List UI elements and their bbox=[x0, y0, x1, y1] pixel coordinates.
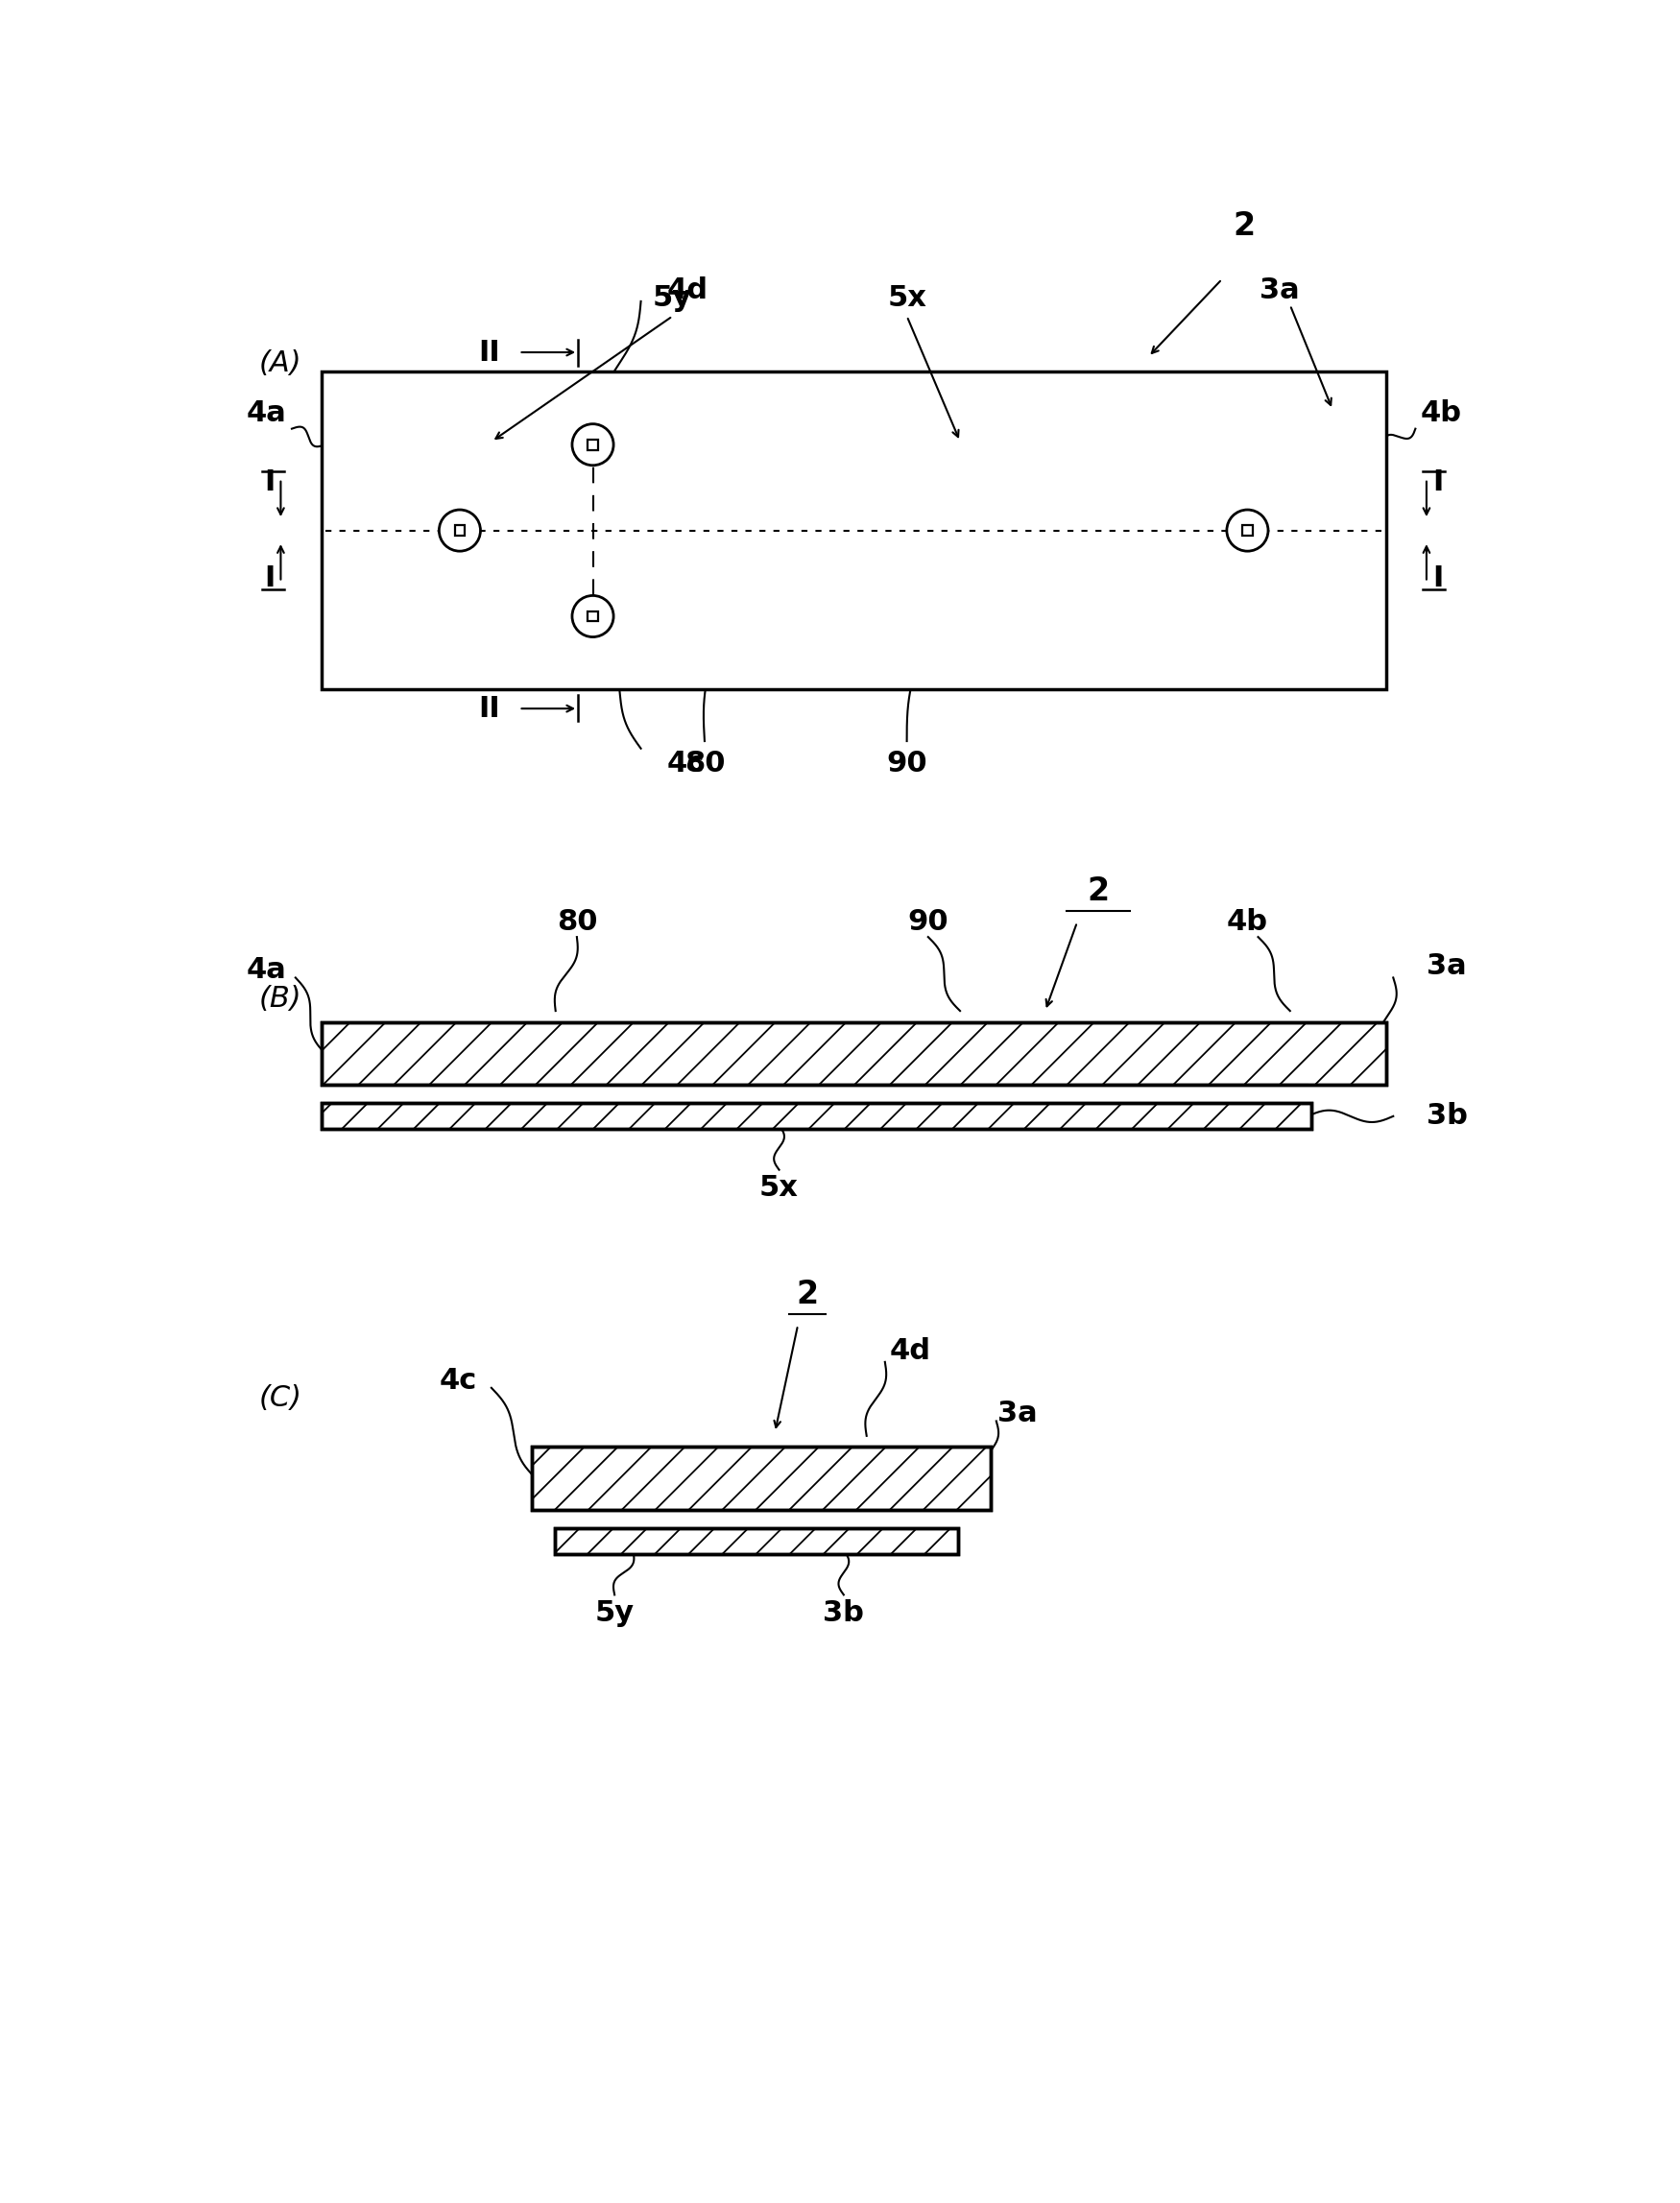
Text: 4b: 4b bbox=[1421, 399, 1462, 427]
Text: 80: 80 bbox=[684, 749, 726, 778]
Text: 5y: 5y bbox=[654, 284, 692, 311]
Text: 90: 90 bbox=[907, 908, 949, 936]
Text: 5x: 5x bbox=[759, 1174, 798, 1203]
Text: 4a: 4a bbox=[245, 956, 286, 985]
Text: 80: 80 bbox=[556, 908, 598, 936]
Text: 4c: 4c bbox=[438, 1366, 477, 1394]
Circle shape bbox=[438, 509, 480, 551]
Text: II: II bbox=[479, 339, 501, 366]
Text: 3a: 3a bbox=[998, 1399, 1038, 1428]
Text: 3b: 3b bbox=[823, 1599, 864, 1628]
Text: 4d: 4d bbox=[667, 275, 707, 304]
Bar bbox=[533, 1447, 991, 1509]
Bar bbox=[321, 1104, 1312, 1130]
Text: 3a: 3a bbox=[1426, 952, 1467, 980]
Text: 3a: 3a bbox=[1260, 275, 1299, 304]
Text: 4a: 4a bbox=[245, 399, 286, 427]
Bar bbox=[554, 1529, 958, 1553]
Circle shape bbox=[573, 595, 613, 637]
Text: (C): (C) bbox=[259, 1383, 302, 1412]
Bar bbox=[588, 610, 598, 621]
Text: I: I bbox=[264, 469, 276, 496]
Bar bbox=[321, 1022, 1386, 1084]
Bar bbox=[321, 1022, 1386, 1084]
Bar bbox=[588, 438, 598, 449]
Text: I: I bbox=[1431, 564, 1443, 593]
Bar bbox=[533, 1447, 991, 1509]
Text: II: II bbox=[479, 694, 501, 723]
Circle shape bbox=[1226, 509, 1268, 551]
Circle shape bbox=[573, 423, 613, 465]
Text: I: I bbox=[1431, 469, 1443, 496]
Text: 4c: 4c bbox=[667, 749, 704, 778]
Text: 2: 2 bbox=[796, 1278, 818, 1311]
Bar bbox=[321, 1104, 1312, 1130]
Bar bbox=[321, 372, 1386, 690]
Text: 5y: 5y bbox=[595, 1599, 635, 1628]
Text: I: I bbox=[264, 564, 276, 593]
Text: 90: 90 bbox=[887, 749, 927, 778]
Text: 4b: 4b bbox=[1226, 908, 1268, 936]
Text: 2: 2 bbox=[1087, 877, 1109, 908]
Bar bbox=[455, 524, 465, 535]
Text: (A): (A) bbox=[259, 350, 301, 377]
Bar bbox=[554, 1529, 958, 1553]
Text: 5x: 5x bbox=[887, 284, 926, 311]
Text: 4d: 4d bbox=[889, 1337, 931, 1366]
Text: 3b: 3b bbox=[1426, 1102, 1468, 1130]
Bar bbox=[1242, 524, 1253, 535]
Text: 2: 2 bbox=[1233, 211, 1255, 242]
Text: (B): (B) bbox=[259, 985, 301, 1013]
